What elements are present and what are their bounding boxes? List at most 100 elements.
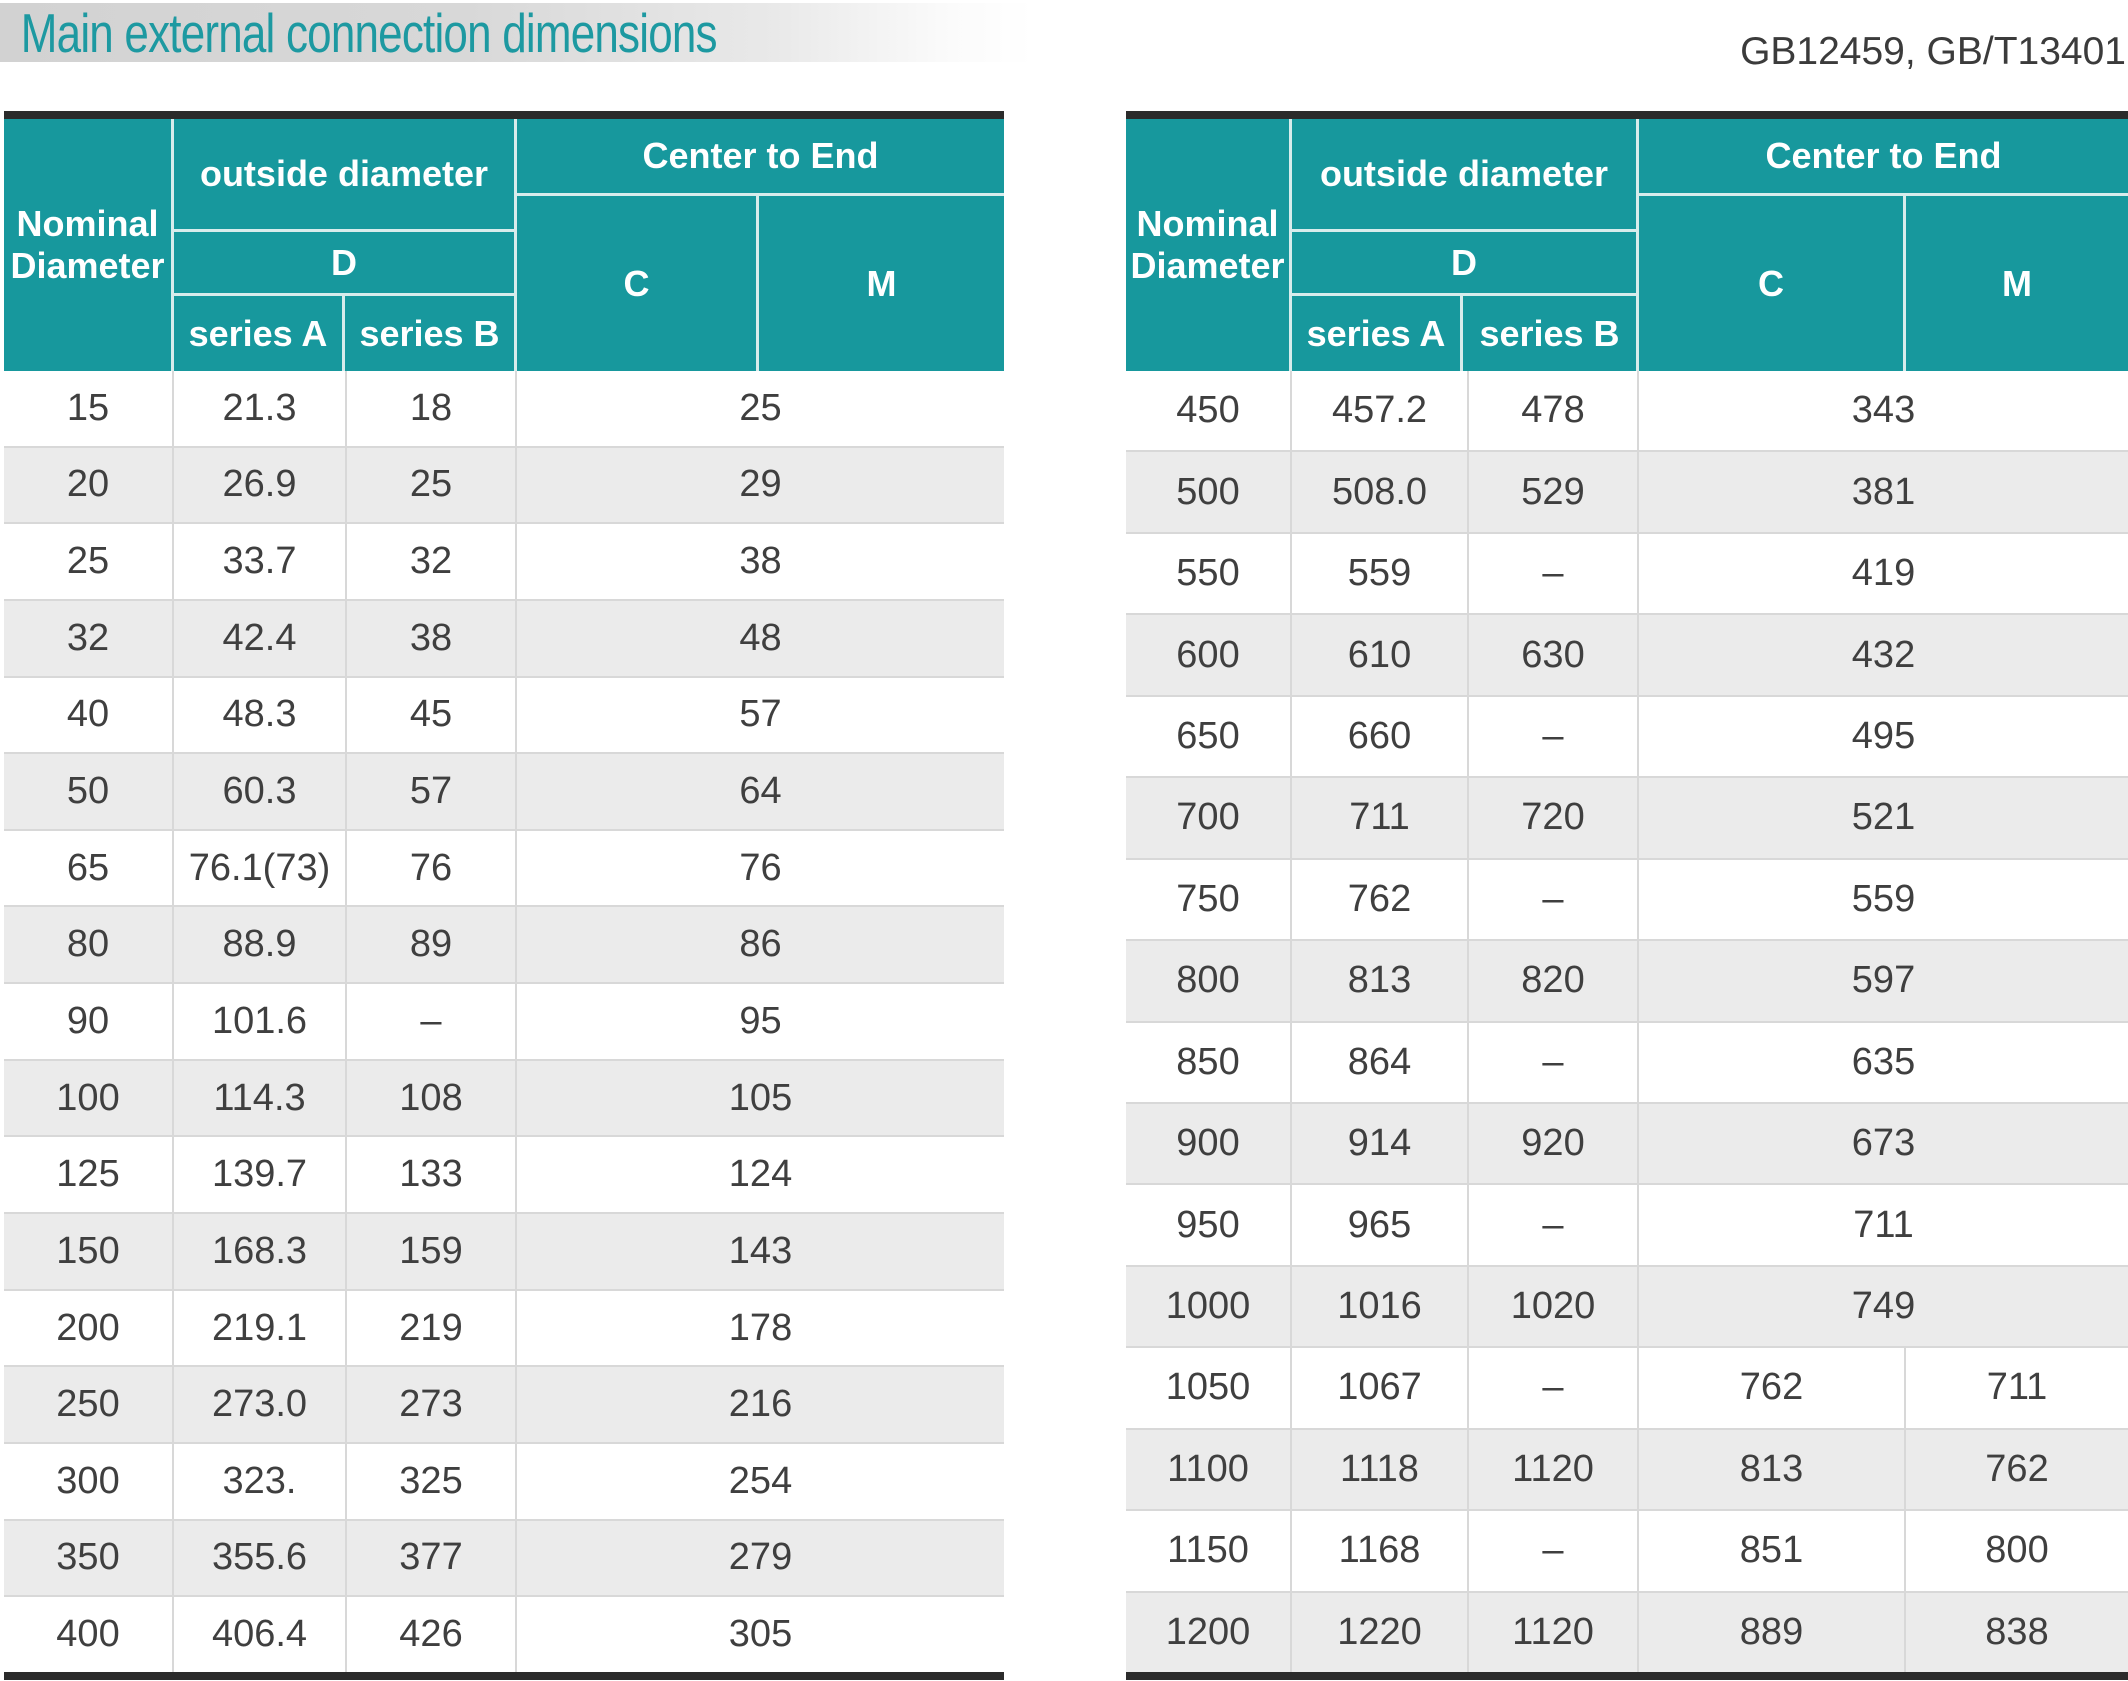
cell-nominal-diameter: 1200 [1126, 1592, 1292, 1672]
cell-series-b: – [1469, 1185, 1639, 1265]
cell-series-b: 1120 [1469, 1429, 1639, 1510]
table-row: 250 273.0 273 216 [4, 1367, 1004, 1444]
cell-series-a: 559 [1292, 533, 1469, 614]
cell-series-a: 711 [1292, 778, 1469, 858]
cell-series-a: 1016 [1292, 1266, 1469, 1347]
table-row: 100 114.3 108 105 [4, 1060, 1004, 1138]
cell-series-a: 1118 [1292, 1429, 1469, 1510]
standard-reference: GB12459, GB/T13401 [1740, 30, 2126, 73]
cell-nominal-diameter: 1100 [1126, 1429, 1292, 1510]
cell-center-to-end: 597 [1851, 959, 1916, 1002]
cell-center-to-end: 178 [728, 1306, 793, 1349]
cell-nominal-diameter: 15 [4, 371, 174, 446]
table-row: 450 457.2 478 343 [1126, 371, 2128, 453]
cell-series-a: 1220 [1292, 1592, 1469, 1672]
cell-center-to-end: 64 [739, 770, 782, 813]
table-row: 200 219.1 219 178 [4, 1290, 1004, 1368]
header-cm-group: C M [1639, 196, 2128, 371]
cell-nominal-diameter: 950 [1126, 1185, 1292, 1265]
cell-series-a: 762 [1292, 859, 1469, 940]
cell-nominal-diameter: 40 [4, 677, 174, 753]
header-c: C [1639, 196, 1906, 371]
header-outside-diameter: outside diameter [1292, 119, 1636, 232]
table-bottom-border [4, 1672, 1004, 1680]
cell-series-a: 48.3 [174, 677, 347, 753]
cell-nominal-diameter: 1150 [1126, 1511, 1292, 1591]
cell-center-to-end: 48 [739, 616, 782, 659]
header-outside-diameter-group: outside diameter D series A series B [1292, 119, 1639, 371]
cell-nominal-diameter: 100 [4, 1060, 174, 1136]
header-d: D [1292, 232, 1636, 296]
header-series-group: series A series B [174, 296, 514, 371]
cell-series-b: – [1469, 859, 1639, 940]
header-series-a: series A [174, 296, 345, 371]
table-header: Nominal Diameter outside diameter D seri… [1126, 119, 2128, 371]
cell-center-to-end: 38 [739, 540, 782, 583]
table-row: 150 168.3 159 143 [4, 1214, 1004, 1291]
table-row: 700 711 720 521 [1126, 778, 2128, 860]
header-d: D [174, 232, 514, 296]
cell-center-to-end: 95 [739, 999, 782, 1042]
dimensions-table-right: Nominal Diameter outside diameter D seri… [1126, 111, 2128, 1680]
cell-nominal-diameter: 500 [1126, 452, 1292, 532]
cell-nominal-diameter: 1050 [1126, 1348, 1292, 1428]
table-top-border [4, 111, 1004, 119]
cell-nominal-diameter: 65 [4, 830, 174, 906]
cell-series-b: 529 [1469, 452, 1639, 532]
table-row: 20 26.9 25 29 [4, 447, 1004, 525]
table-row: 1050 1067–762 711 [1126, 1348, 2128, 1430]
cell-series-a: 660 [1292, 696, 1469, 777]
header-nominal-diameter: Nominal Diameter [4, 119, 174, 371]
cell-nominal-diameter: 900 [1126, 1103, 1292, 1184]
cell-nominal-diameter: 700 [1126, 778, 1292, 858]
cell-series-b: – [347, 984, 517, 1059]
cell-nominal-diameter: 90 [4, 984, 174, 1059]
header-series-group: series A series B [1292, 296, 1636, 371]
cell-nominal-diameter: 300 [4, 1443, 174, 1519]
table-row: 1150 1168–851 800 [1126, 1511, 2128, 1593]
cell-center-to-end: 635 [1851, 1040, 1916, 1083]
table-row: 650 660– 495 [1126, 696, 2128, 779]
header-nominal-line2: Diameter [10, 245, 165, 286]
cell-series-b: – [1469, 696, 1639, 777]
cell-nominal-diameter: 20 [4, 447, 174, 523]
cell-nominal-diameter: 450 [1126, 371, 1292, 451]
cell-center-to-end: 57 [739, 693, 782, 736]
cell-series-a: 323. [174, 1443, 347, 1519]
table-row: 550 559– 419 [1126, 533, 2128, 616]
cell-center-to-end: 419 [1851, 552, 1916, 595]
table-row: 400 406.4 426 305 [4, 1597, 1004, 1672]
cell-series-b: 219 [347, 1290, 517, 1366]
cell-series-b: 38 [347, 600, 517, 676]
cell-nominal-diameter: 150 [4, 1214, 174, 1289]
header-nominal-line2: Diameter [1130, 245, 1285, 286]
cell-series-a: 1067 [1292, 1348, 1469, 1428]
cell-series-b: – [1469, 533, 1639, 614]
table-row: 32 42.4 38 48 [4, 600, 1004, 678]
cell-nominal-diameter: 600 [1126, 615, 1292, 695]
cell-nominal-diameter: 125 [4, 1137, 174, 1213]
cell-series-a: 864 [1292, 1022, 1469, 1102]
table-body: 450 457.2 478 343 500 508.0 529 381 550 559–419 60… [1126, 371, 2128, 1672]
cell-series-b: 720 [1469, 778, 1639, 858]
dimensions-table-left: Nominal Diameter outside diameter D seri… [4, 111, 1004, 1680]
cell-m: 711 [1986, 1366, 2048, 1409]
table-header: Nominal Diameter outside diameter D seri… [4, 119, 1004, 371]
header-center-to-end: Center to End [1639, 119, 2128, 196]
table-row: 500 508.0 529 381 [1126, 452, 2128, 534]
cell-center-to-end: 279 [728, 1536, 793, 1579]
cell-nominal-diameter: 750 [1126, 859, 1292, 940]
cell-series-a: 610 [1292, 615, 1469, 695]
cell-center-to-end: 216 [728, 1383, 793, 1426]
cell-c: 813 [1639, 1429, 1906, 1510]
table-row: 950 965– 711 [1126, 1185, 2128, 1267]
cell-c: 762 [1639, 1348, 1906, 1428]
header-c: C [517, 196, 759, 371]
header-center-to-end-group: Center to End C M [517, 119, 1004, 371]
cell-series-a: 355.6 [174, 1520, 347, 1596]
table-row: 750 762– 559 [1126, 859, 2128, 942]
table-row: 600 610 630 432 [1126, 615, 2128, 697]
cell-nominal-diameter: 32 [4, 600, 174, 676]
table-row: 40 48.3 45 57 [4, 677, 1004, 755]
cell-center-to-end: 86 [739, 923, 782, 966]
